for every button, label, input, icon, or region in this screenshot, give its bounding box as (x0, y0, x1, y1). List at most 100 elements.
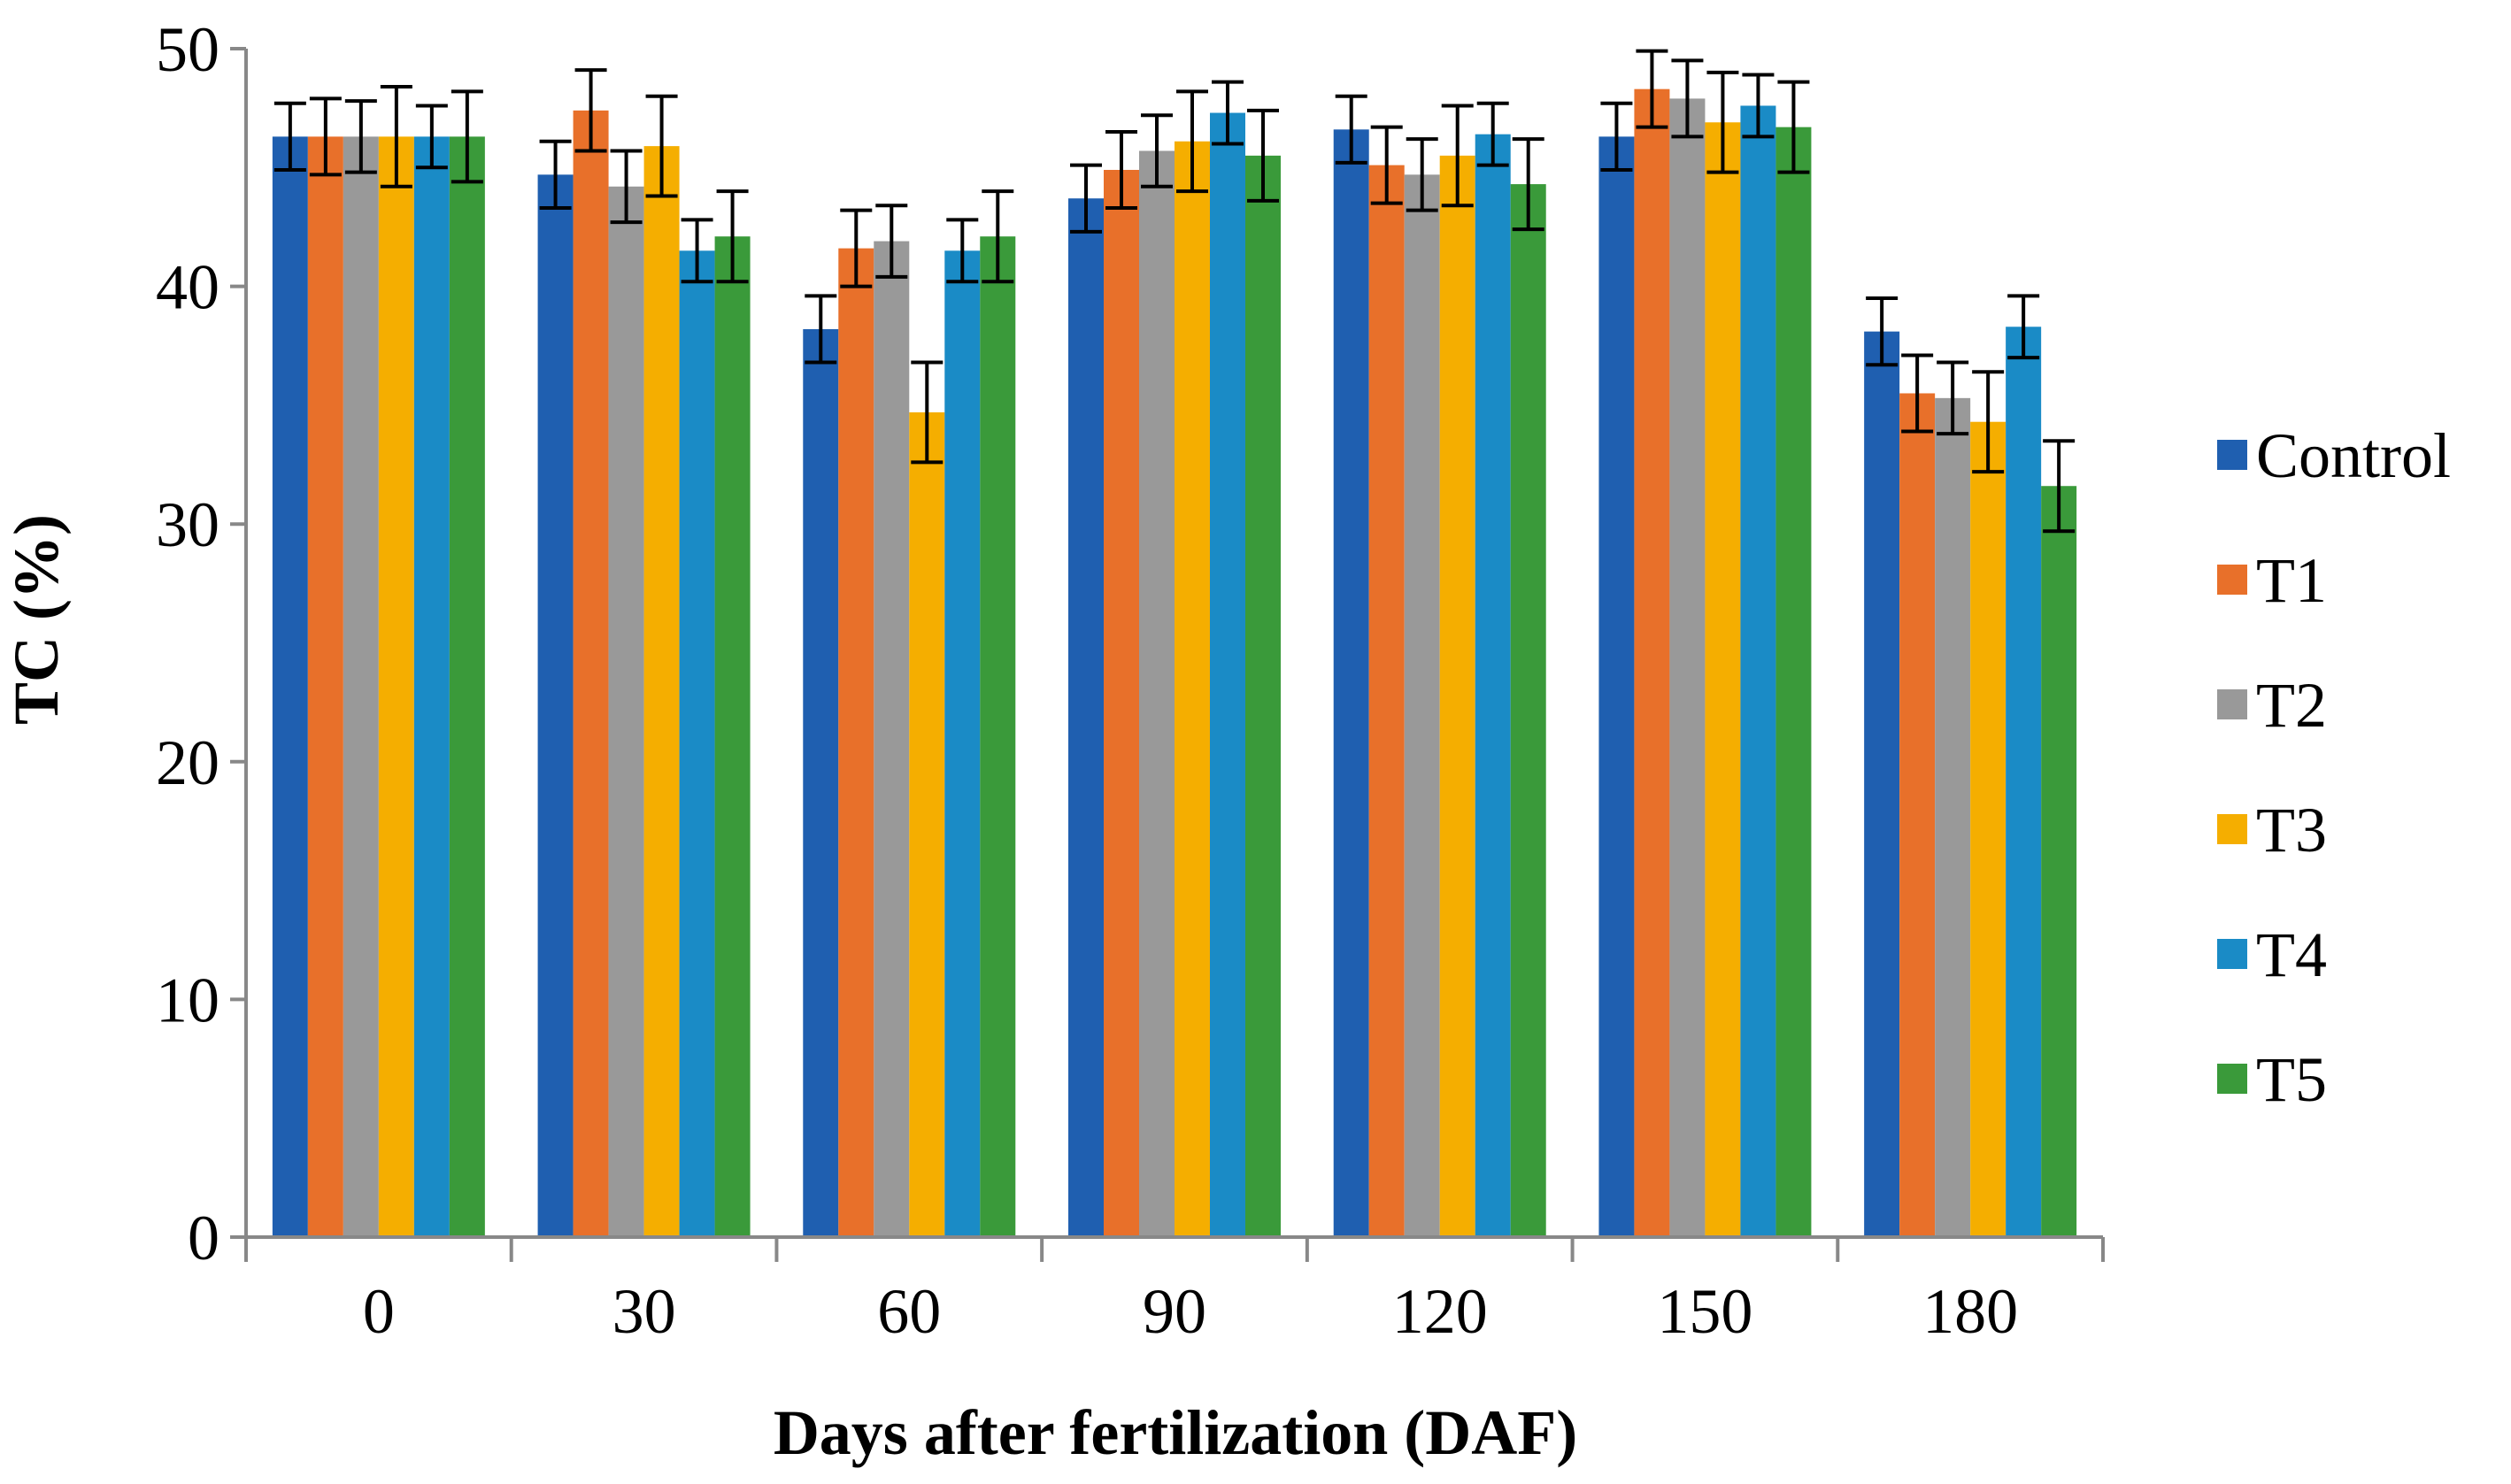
x-tick-label: 60 (877, 1276, 941, 1347)
bar-t2-0 (343, 136, 379, 1238)
x-tick-label: 90 (1143, 1276, 1206, 1347)
error-bar-t3-120 (1441, 104, 1474, 208)
bar-t4-120 (1475, 134, 1511, 1237)
error-bar-control-90 (1070, 163, 1102, 234)
legend-item-t5: T5 (2217, 1044, 2327, 1115)
x-tick-label: 30 (612, 1276, 676, 1347)
error-bar-t4-120 (1476, 101, 1509, 167)
y-axis-title: TC (%) (1, 514, 72, 725)
bar-control-60 (803, 328, 839, 1237)
y-tick-label: 50 (156, 14, 220, 85)
x-tick-label: 0 (363, 1276, 395, 1347)
error-bar-t3-0 (380, 84, 412, 188)
bar-t5-0 (449, 136, 485, 1238)
error-bar-t3-90 (1176, 89, 1208, 194)
bar-t2-30 (608, 186, 644, 1238)
bar-t3-180 (1970, 421, 2006, 1237)
x-tick-label: 180 (1922, 1276, 2018, 1347)
error-bar-t1-0 (309, 96, 342, 177)
bar-t5-120 (1510, 184, 1546, 1237)
error-bar-control-150 (1600, 101, 1633, 172)
bar-t3-150 (1705, 122, 1741, 1238)
x-axis-ticks: 0 30 60 90 120 150 180 (244, 1237, 2105, 1347)
error-bar-t5-0 (451, 89, 483, 184)
error-bar-t2-150 (1671, 58, 1704, 139)
legend-label: T4 (2256, 919, 2327, 990)
error-bars-group (273, 49, 2076, 534)
legend-swatch (2217, 565, 2247, 595)
bar-series-group (272, 88, 2077, 1238)
legend-item-t4: T4 (2217, 919, 2327, 990)
bar-t1-180 (1899, 393, 1936, 1238)
bar-t1-0 (307, 136, 343, 1238)
bar-control-180 (1864, 331, 1900, 1237)
error-bar-t2-180 (1937, 360, 1969, 436)
legend-swatch (2217, 440, 2247, 470)
y-tick-label: 0 (188, 1203, 220, 1273)
bar-t5-150 (1775, 127, 1812, 1238)
bar-t4-30 (679, 250, 715, 1237)
y-tick-label: 10 (156, 965, 220, 1035)
bar-t2-60 (874, 241, 910, 1237)
bar-t5-90 (1245, 155, 1281, 1237)
x-tick-label: 120 (1392, 1276, 1488, 1347)
error-bar-t5-180 (2043, 439, 2076, 534)
legend-item-control: Control (2217, 420, 2451, 491)
error-bar-t5-120 (1512, 137, 1544, 232)
error-bar-control-180 (1866, 296, 1899, 367)
legend-label: Control (2256, 420, 2451, 491)
bar-t4-150 (1740, 105, 1776, 1238)
error-bar-t2-90 (1141, 113, 1173, 188)
error-bar-t5-150 (1777, 80, 1810, 174)
legend-swatch (2217, 1064, 2247, 1094)
error-bar-t1-30 (574, 68, 607, 153)
bar-t2-150 (1669, 98, 1706, 1237)
bar-t1-150 (1634, 88, 1670, 1238)
legend-label: T5 (2256, 1044, 2327, 1115)
legend: Control T1 T2 T3 T4 T5 (2217, 420, 2451, 1115)
error-bar-t3-180 (1972, 370, 2005, 474)
error-bar-t3-60 (911, 360, 944, 465)
bar-t4-0 (413, 136, 450, 1238)
error-bar-t4-90 (1212, 80, 1244, 146)
error-bar-t5-90 (1247, 108, 1279, 203)
bar-t4-90 (1210, 112, 1245, 1238)
bar-t1-90 (1104, 169, 1139, 1238)
bar-control-120 (1333, 129, 1369, 1238)
error-bar-t2-0 (344, 99, 377, 174)
error-bar-control-0 (273, 101, 306, 172)
bar-t3-0 (378, 136, 414, 1238)
y-axis-ticks: 0 10 20 30 40 50 (156, 14, 246, 1273)
y-tick-label: 20 (156, 727, 220, 798)
bar-t2-120 (1404, 174, 1440, 1237)
legend-swatch (2217, 814, 2247, 844)
error-bar-t1-60 (840, 208, 873, 288)
legend-label: T1 (2256, 545, 2327, 616)
legend-label: T2 (2256, 670, 2327, 741)
axes (244, 49, 2103, 1239)
bar-t1-30 (573, 110, 609, 1238)
error-bar-t4-0 (415, 104, 448, 170)
bar-t5-180 (2041, 486, 2077, 1237)
y-tick-label: 40 (156, 252, 220, 323)
error-bar-t3-30 (645, 94, 678, 198)
error-bar-t1-120 (1370, 125, 1403, 205)
bar-t4-180 (2006, 327, 2042, 1238)
x-axis-title: Days after fertilization (DAF) (774, 1397, 1577, 1468)
bar-t1-60 (838, 248, 874, 1237)
bar-control-150 (1598, 136, 1635, 1238)
error-bar-t4-60 (946, 218, 979, 284)
bar-control-30 (537, 174, 574, 1237)
bar-t5-60 (980, 236, 1016, 1238)
error-bar-control-30 (539, 139, 572, 210)
error-bar-t4-30 (681, 218, 713, 284)
legend-item-t2: T2 (2217, 670, 2327, 741)
legend-item-t1: T1 (2217, 545, 2327, 616)
bar-control-90 (1068, 198, 1104, 1237)
bar-t2-90 (1139, 150, 1175, 1237)
bar-t1-120 (1368, 165, 1405, 1237)
legend-swatch (2217, 689, 2247, 719)
error-bar-t1-150 (1636, 49, 1668, 129)
